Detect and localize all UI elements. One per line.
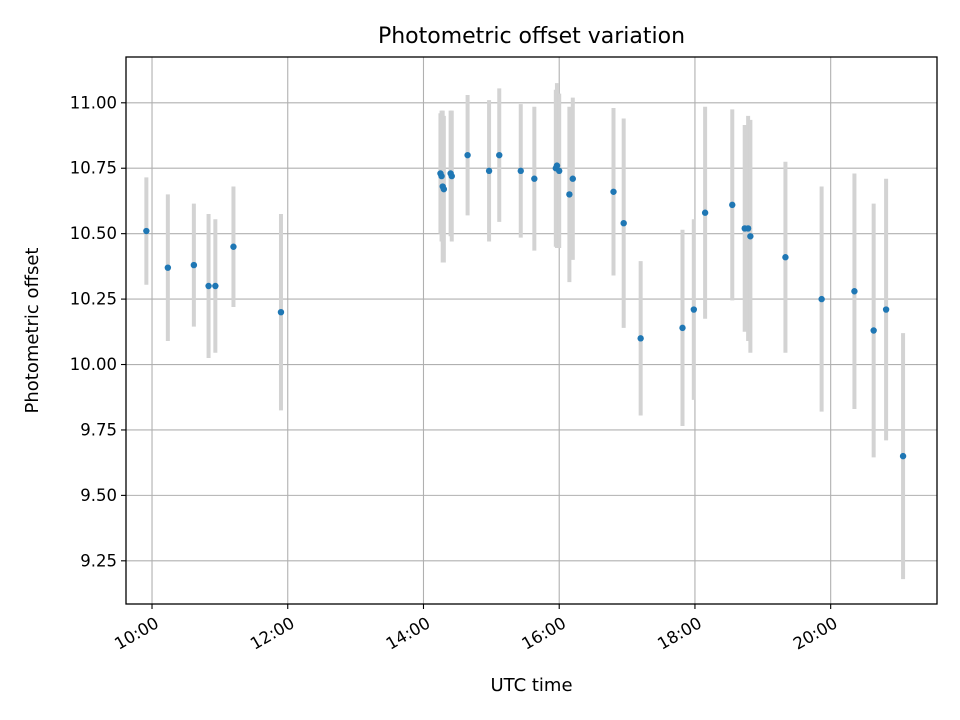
plot-frame — [125, 56, 938, 605]
y-tick-label: 10.00 — [70, 355, 117, 374]
data-point — [164, 264, 172, 271]
data-point — [440, 185, 448, 193]
data-point — [637, 335, 644, 342]
data-point — [556, 167, 563, 175]
data-point — [517, 167, 524, 175]
y-tick-label: 11.00 — [70, 93, 117, 112]
data-point — [569, 175, 576, 182]
data-point — [729, 201, 736, 209]
data-point — [277, 308, 285, 316]
data-point — [464, 151, 471, 159]
data-point — [882, 306, 890, 313]
data-point — [438, 172, 445, 180]
data-point — [448, 172, 455, 180]
data-point — [899, 452, 907, 460]
chart-title: Photometric offset variation — [378, 24, 685, 49]
data-points — [143, 151, 907, 460]
data-point — [782, 254, 789, 261]
data-point — [851, 288, 858, 295]
y-tick-label: 10.75 — [70, 159, 117, 178]
y-tick-label: 10.25 — [70, 290, 117, 309]
y-tick-label: 9.50 — [80, 486, 117, 505]
y-axis-label: Photometric offset — [22, 248, 43, 414]
y-tick-label: 10.50 — [70, 224, 117, 243]
y-tick-label: 9.75 — [80, 420, 117, 439]
data-point — [553, 162, 561, 169]
data-point — [230, 243, 237, 250]
x-axis-label: UTC time — [490, 675, 572, 696]
data-point — [610, 188, 617, 195]
data-point — [679, 324, 686, 332]
data-point — [747, 233, 754, 240]
y-tick-label: 9.25 — [80, 551, 117, 570]
data-point — [818, 295, 825, 303]
ticks — [121, 102, 832, 609]
data-point — [190, 261, 198, 269]
data-point — [205, 282, 212, 290]
data-point — [485, 167, 493, 175]
data-point — [496, 151, 503, 159]
data-point — [531, 175, 538, 182]
data-point — [744, 225, 752, 232]
data-point — [620, 219, 627, 227]
data-point — [701, 209, 709, 216]
data-point — [690, 306, 698, 313]
data-point — [566, 191, 573, 198]
data-point — [870, 327, 877, 334]
data-point — [143, 227, 150, 235]
data-point — [212, 282, 219, 290]
